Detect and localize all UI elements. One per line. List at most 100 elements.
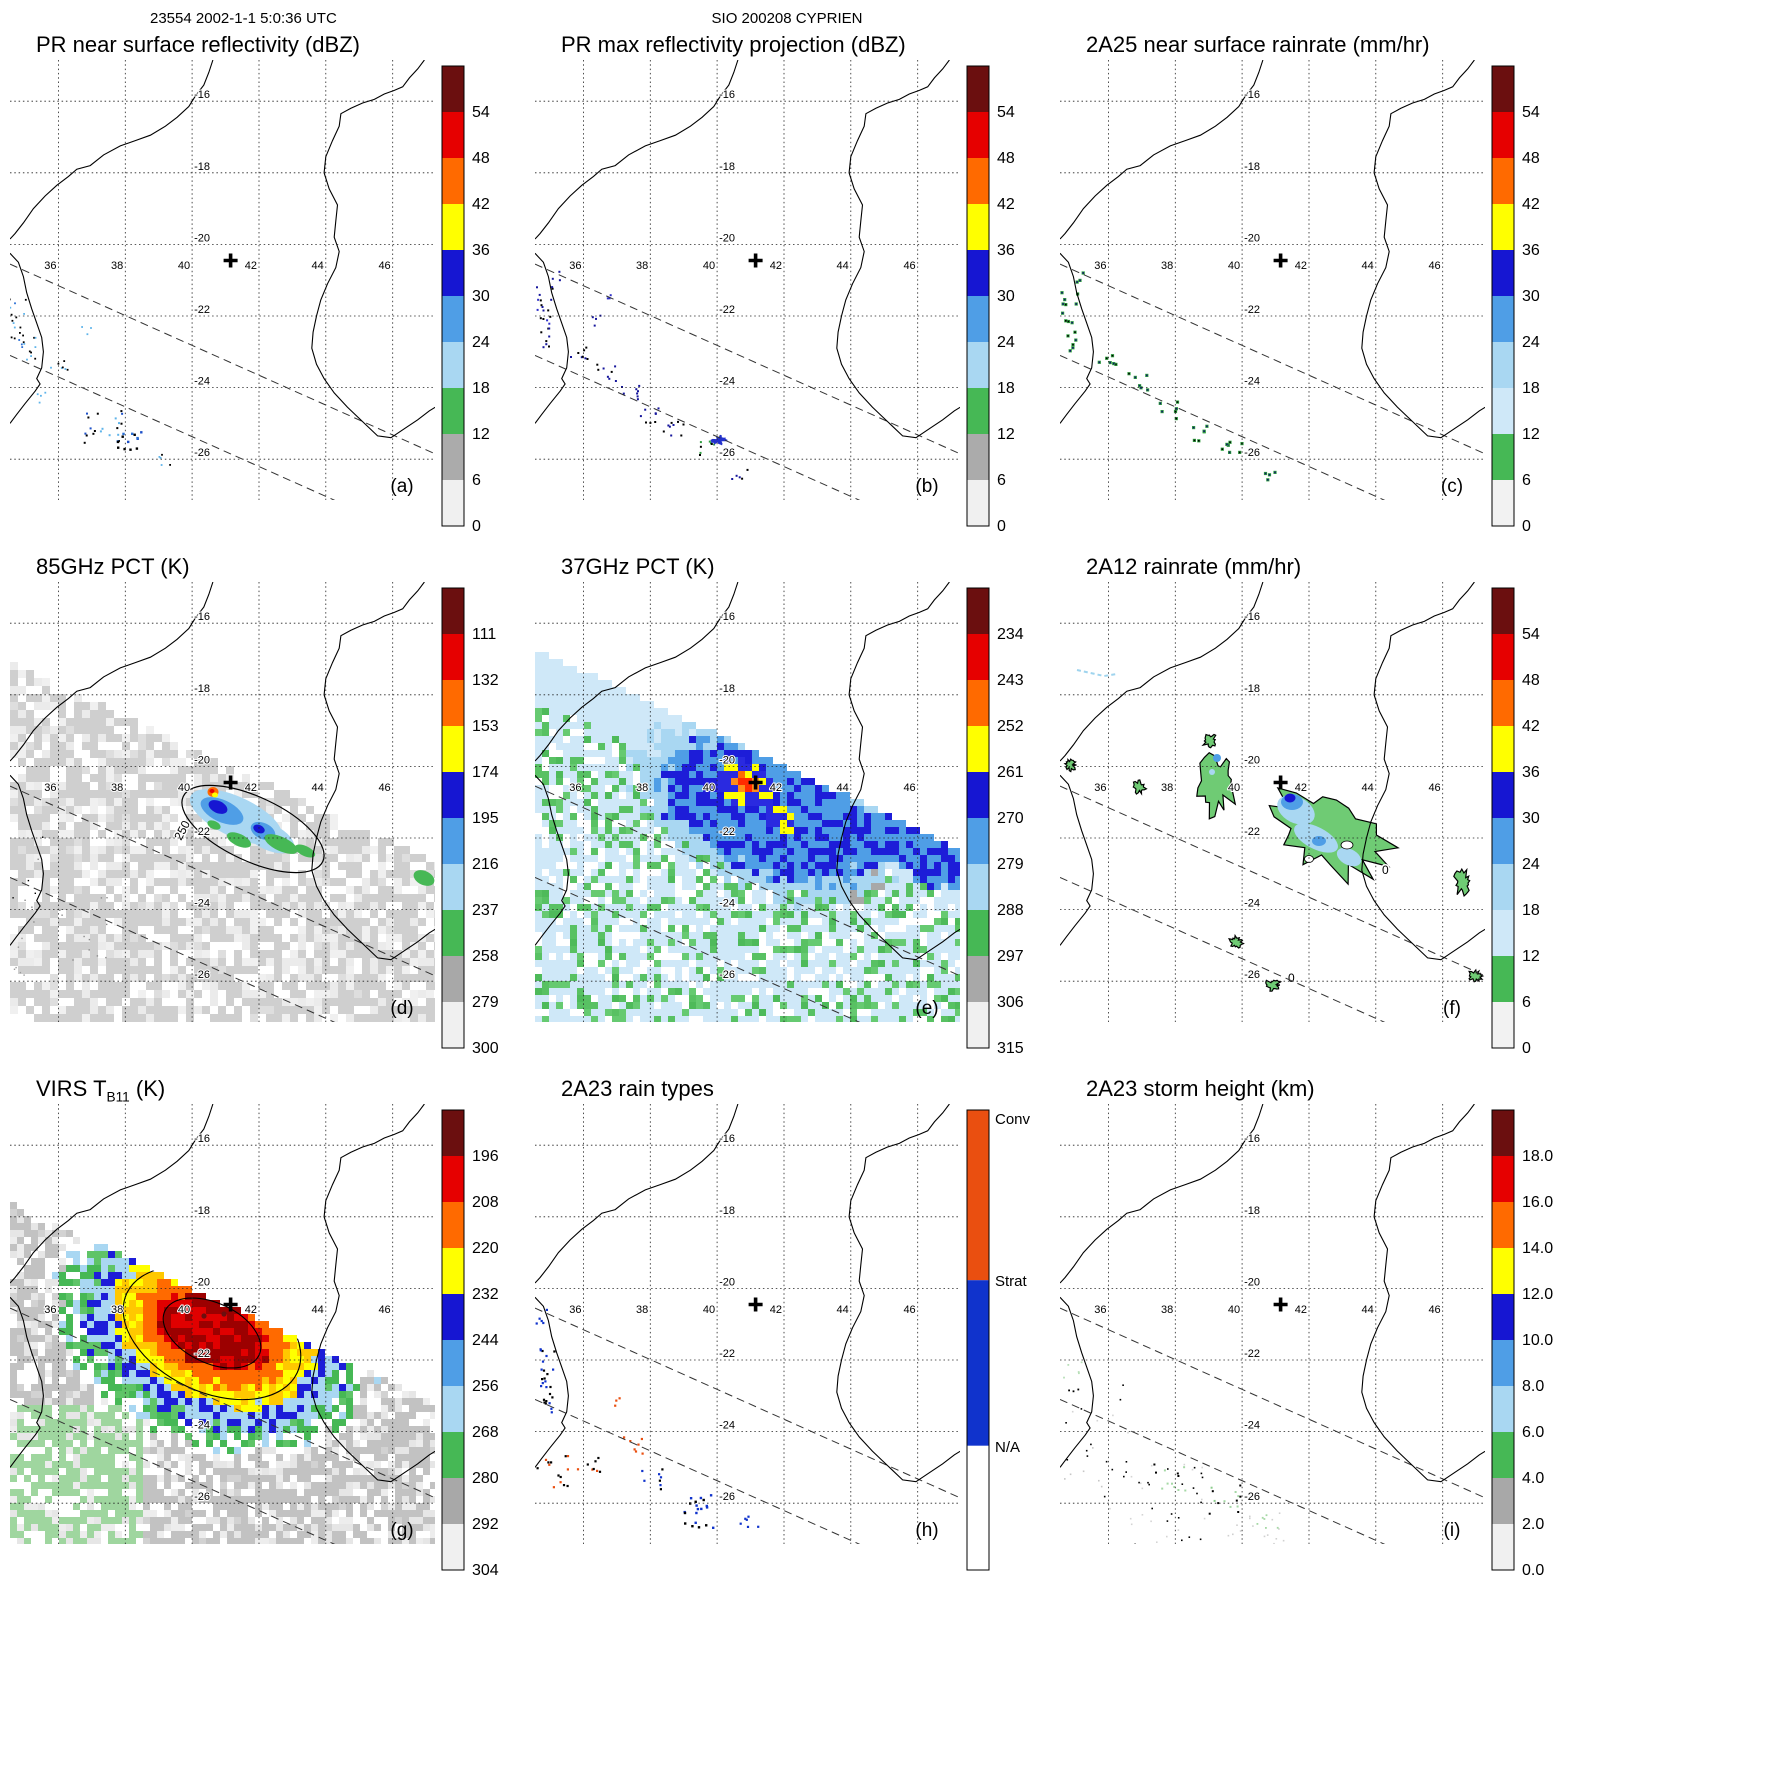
panel-b: PR max reflectivity projection (dBZ) 36 3… bbox=[525, 32, 1050, 554]
svg-text:132: 132 bbox=[472, 672, 499, 689]
colorbar-a: 54 48 42 36 30 24 18 12 6 0 bbox=[441, 65, 490, 535]
pr-swath-dashed-lines bbox=[535, 1307, 960, 1544]
svg-text:40: 40 bbox=[703, 782, 715, 794]
svg-text:-26: -26 bbox=[719, 969, 735, 981]
svg-text:44: 44 bbox=[1362, 260, 1374, 272]
coastlines bbox=[535, 582, 960, 961]
grid-labels: 36 38 40 42 44 46-16-18-20-22-24-26 bbox=[568, 88, 916, 460]
svg-text:44: 44 bbox=[312, 782, 324, 794]
svg-text:-24: -24 bbox=[719, 898, 735, 910]
svg-text:24: 24 bbox=[472, 334, 490, 351]
svg-text:46: 46 bbox=[903, 260, 915, 272]
panel-letter: (f) bbox=[1443, 998, 1461, 1019]
map-c: 36 38 40 42 44 46 -16 -18 -20 -22 -24 -26 (c) bbox=[1060, 60, 1485, 500]
coastlines bbox=[10, 60, 435, 439]
svg-text:-24: -24 bbox=[1244, 376, 1260, 388]
svg-text:38: 38 bbox=[1161, 260, 1173, 272]
svg-text:261: 261 bbox=[997, 764, 1024, 781]
svg-text:174: 174 bbox=[472, 764, 499, 781]
svg-text:216: 216 bbox=[472, 856, 499, 873]
svg-text:-18: -18 bbox=[1244, 161, 1260, 173]
svg-text:-20: -20 bbox=[719, 232, 735, 244]
svg-text:38: 38 bbox=[111, 782, 123, 794]
svg-text:-26: -26 bbox=[1244, 969, 1260, 981]
panel-a: PR near surface reflectivity (dBZ) 36 38 4… bbox=[0, 32, 525, 554]
data-layer-h bbox=[535, 1308, 760, 1529]
gridlines bbox=[535, 60, 960, 500]
svg-text:-26: -26 bbox=[194, 969, 210, 981]
svg-text:36: 36 bbox=[1094, 782, 1106, 794]
colorbar-d: 111 132 153 174 195 216 237 258 279 300 bbox=[441, 587, 499, 1057]
svg-text:-18: -18 bbox=[719, 683, 735, 695]
panel-letter: (d) bbox=[390, 998, 413, 1019]
svg-text:42: 42 bbox=[770, 782, 782, 794]
svg-text:-20: -20 bbox=[719, 754, 735, 766]
grid-labels: 36 38 40 42 44 46-16-18-20-22-24-26 bbox=[1093, 1132, 1441, 1504]
svg-text:46: 46 bbox=[378, 782, 390, 794]
panel-c: 2A25 near surface rainrate (mm/hr) 36 38 4… bbox=[1050, 32, 1575, 554]
svg-text:0: 0 bbox=[472, 518, 481, 535]
figure-root: 23554 2002-1-1 5:0:36 UTC SIO 200208 CYP… bbox=[0, 10, 1575, 1598]
svg-text:48: 48 bbox=[1522, 672, 1540, 689]
svg-text:54: 54 bbox=[1522, 626, 1540, 643]
svg-text:-18: -18 bbox=[194, 161, 210, 173]
data-layer-g bbox=[10, 1202, 435, 1544]
coastlines bbox=[10, 582, 435, 961]
svg-text:234: 234 bbox=[997, 626, 1024, 643]
svg-text:40: 40 bbox=[703, 260, 715, 272]
svg-text:-26: -26 bbox=[1244, 447, 1260, 459]
svg-text:0: 0 bbox=[1288, 971, 1295, 985]
gridlines bbox=[10, 1104, 435, 1544]
panel-body-e: 36 38 40 42 44 46 -16 -18 -20 -22 -24 -26 (e) 234 243… bbox=[535, 582, 1050, 1060]
svg-text:24: 24 bbox=[1522, 856, 1540, 873]
colorbar-e: 234 243 252 261 270 279 288 297 306 315 bbox=[966, 587, 1024, 1057]
storm-center-marker bbox=[1273, 1297, 1288, 1312]
svg-text:0: 0 bbox=[1382, 863, 1389, 877]
panel-body-f: 0 0 36 38 40 42 44 46 -16 -18 -20 -22 -24 -26 (f) 54 48… bbox=[1060, 582, 1575, 1060]
storm-center-marker bbox=[748, 775, 763, 790]
orbit-timestamp: 23554 2002-1-1 5:0:36 UTC bbox=[150, 10, 337, 27]
panel-body-g: 36 38 40 42 44 46 -16 -18 -20 -22 -24 -26 (g) 196 208… bbox=[10, 1104, 525, 1582]
svg-text:18: 18 bbox=[997, 380, 1015, 397]
svg-text:42: 42 bbox=[245, 260, 257, 272]
panel-e: 37GHz PCT (K) 36 38 40 42 44 46 -16 -18 -20 -22 -2… bbox=[525, 554, 1050, 1076]
svg-text:6: 6 bbox=[997, 472, 1006, 489]
svg-text:40: 40 bbox=[178, 260, 190, 272]
svg-text:288: 288 bbox=[997, 902, 1024, 919]
svg-text:36: 36 bbox=[44, 260, 56, 272]
svg-text:36: 36 bbox=[1094, 260, 1106, 272]
panel-grid: PR near surface reflectivity (dBZ) 36 38 4… bbox=[0, 32, 1575, 1598]
grid-labels: 36 38 40 42 44 46-16-18-20-22-24-26 bbox=[1093, 88, 1441, 460]
svg-text:12: 12 bbox=[472, 426, 490, 443]
map-i: 36 38 40 42 44 46-16-18-20-22-24-26(i) bbox=[1060, 1104, 1485, 1544]
storm-center-marker bbox=[1273, 253, 1288, 268]
svg-text:-26: -26 bbox=[719, 447, 735, 459]
gridlines bbox=[535, 582, 960, 1022]
svg-text:40: 40 bbox=[1228, 782, 1240, 794]
svg-text:6: 6 bbox=[1522, 472, 1531, 489]
panel-letter: (a) bbox=[390, 476, 413, 497]
svg-text:18: 18 bbox=[1522, 380, 1540, 397]
svg-text:-24: -24 bbox=[194, 376, 210, 388]
svg-text:-22: -22 bbox=[1244, 826, 1260, 838]
svg-text:42: 42 bbox=[245, 782, 257, 794]
svg-text:36: 36 bbox=[44, 782, 56, 794]
svg-text:-20: -20 bbox=[194, 754, 210, 766]
svg-text:30: 30 bbox=[1522, 288, 1540, 305]
pr-swath-dashed-lines bbox=[10, 263, 435, 500]
data-layer-b bbox=[536, 270, 749, 480]
svg-text:237: 237 bbox=[472, 902, 499, 919]
svg-text:270: 270 bbox=[997, 810, 1024, 827]
storm-center-marker bbox=[223, 253, 238, 268]
svg-text:-16: -16 bbox=[1244, 611, 1260, 623]
svg-text:-16: -16 bbox=[719, 611, 735, 623]
svg-text:279: 279 bbox=[997, 856, 1024, 873]
colorbar-c: 54 48 42 36 30 24 18 12 6 0 bbox=[1491, 65, 1540, 535]
svg-text:-26: -26 bbox=[194, 447, 210, 459]
storm-id-label: SIO 200208 CYPRIEN bbox=[711, 10, 863, 27]
svg-text:42: 42 bbox=[997, 196, 1015, 213]
panel-g: VIRS TB11 (K) 36 38 40 42 44 46 -16 -18 -20 -22 -2… bbox=[0, 1076, 525, 1598]
data-layer-f: 00 bbox=[1063, 669, 1485, 992]
panel-title-e: 37GHz PCT (K) bbox=[561, 554, 715, 579]
gridlines bbox=[535, 1104, 960, 1544]
